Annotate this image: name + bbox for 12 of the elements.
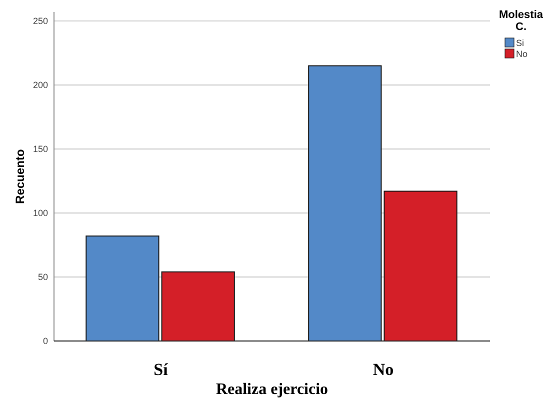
legend-label: Si: [516, 38, 524, 48]
legend-title: Molestia C.: [498, 9, 544, 33]
legend-label: No: [516, 49, 528, 59]
y-tick-label: 200: [32, 80, 48, 90]
y-tick-label: 250: [32, 16, 48, 26]
x-tick-label: Sí: [154, 360, 168, 379]
x-axis-title: Realiza ejercicio: [216, 381, 328, 398]
y-tick-label: 100: [32, 208, 48, 218]
y-tick-label: 50: [38, 272, 48, 282]
y-tick-label: 0: [42, 336, 48, 346]
y-tick-label: 150: [32, 144, 48, 154]
y-axis-title: Recuento: [13, 149, 27, 204]
